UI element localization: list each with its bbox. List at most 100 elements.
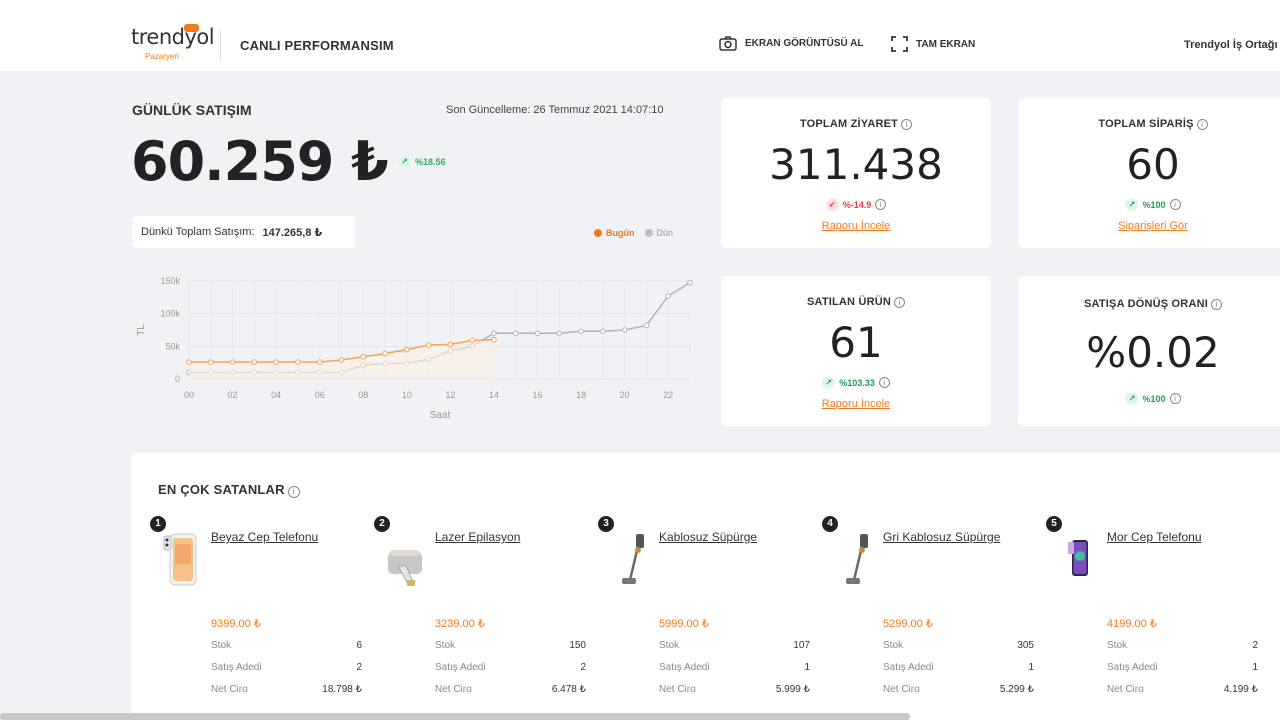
white-phone-image[interactable] <box>156 530 210 590</box>
product-price: 5299.00 ₺ <box>883 618 933 630</box>
x-tick-label: 02 <box>228 390 238 400</box>
yesterday-total-label: Dünkü Toplam Satışım: <box>141 226 255 238</box>
rank-badge: 2 <box>374 516 390 532</box>
card-title-text: SATILAN ÜRÜN <box>806 296 892 308</box>
data-point <box>491 330 497 337</box>
x-tick-label: 00 <box>184 390 194 400</box>
info-icon[interactable]: i <box>1169 199 1181 210</box>
stock-label: Stok <box>1107 640 1128 651</box>
best-seller-item[interactable]: 3 Kablosuz Süpürge 5999.00 ₺ Stok 107 Sat… <box>598 516 813 696</box>
product-price: 5999.00 ₺ <box>659 618 709 630</box>
best-seller-item[interactable]: 5 Mor Cep Telefonu 4199.00 ₺ Stok 2 Satış… <box>1046 516 1261 696</box>
data-point <box>687 279 693 286</box>
horizontal-scrollbar[interactable] <box>0 713 910 720</box>
data-point <box>556 330 563 337</box>
info-icon[interactable]: i <box>1211 299 1222 310</box>
rank-badge: 5 <box>1046 516 1062 532</box>
info-icon[interactable]: i <box>875 199 887 210</box>
stock-value: 305 <box>1017 640 1034 651</box>
best-seller-item[interactable]: 2 Lazer Epilasyon 3239.00 ₺ Stok 150 Satı… <box>374 516 589 696</box>
daily-sales-change-value: %18.56 <box>415 156 446 167</box>
legend-today-dot <box>594 229 602 237</box>
card-change: ↗ %100 i <box>1018 198 1280 211</box>
legend-yesterday[interactable]: Dün <box>644 228 673 238</box>
y-tick-label: 150k <box>160 276 180 286</box>
screenshot-button[interactable]: EKRAN GÖRÜNTÜSÜ AL <box>719 36 864 51</box>
laser-epilator-image[interactable] <box>380 530 434 590</box>
best-seller-item[interactable]: 4 Gri Kablosuz Süpürge 5299.00 ₺ Stok 305… <box>822 516 1037 696</box>
data-point <box>273 359 279 365</box>
trendyol-logo[interactable]: trendyol Pazaryeri <box>131 24 215 61</box>
x-tick-label: 10 <box>402 390 412 400</box>
stock-row: Stok 305 <box>883 640 1034 651</box>
data-point <box>338 357 345 363</box>
best-sellers-title: EN ÇOK SATANLAR i <box>158 482 300 498</box>
stock-row: Stok 150 <box>435 640 586 651</box>
daily-sales-title: GÜNLÜK SATIŞIM <box>132 102 252 118</box>
revenue-value: 6.478 ₺ <box>551 684 586 695</box>
card-change: ↙ %-14.9 i <box>721 198 991 211</box>
legend-yesterday-dot <box>644 229 653 237</box>
revenue-value: 5.299 ₺ <box>999 684 1034 695</box>
data-point <box>382 350 388 357</box>
info-icon[interactable]: i <box>878 377 890 388</box>
logo-badge <box>184 24 199 32</box>
sales-value: 1 <box>804 662 810 673</box>
x-tick-label: 06 <box>315 390 325 400</box>
grey-cordless-vacuum-image[interactable] <box>828 530 882 590</box>
card-products-sold: SATILAN ÜRÜN i 61 ↗ %103.33 i Raporu İnce… <box>721 276 991 426</box>
data-point <box>578 328 584 335</box>
stock-label: Stok <box>435 640 456 651</box>
card-total-orders: TOPLAM SİPARİŞ i 60 ↗ %100 i Siparişleri … <box>1018 98 1280 248</box>
info-icon[interactable]: i <box>1169 393 1181 404</box>
user-menu[interactable]: Trendyol İş Ortağı <box>1184 39 1278 51</box>
trend-up-icon: ↗ <box>1125 198 1139 211</box>
sales-value: 2 <box>356 662 362 673</box>
card-value: %0.02 <box>1086 328 1220 377</box>
info-icon[interactable]: i <box>901 119 913 130</box>
product-name-link[interactable]: Lazer Epilasyon <box>435 530 521 544</box>
data-point <box>251 359 258 365</box>
view-report-link[interactable]: Raporu İncele <box>821 220 891 232</box>
chart-x-ticks: 00 02 04 06 08 10 12 14 16 18 20 22 <box>184 390 673 400</box>
x-tick-label: 22 <box>663 390 673 400</box>
card-value: 61 <box>829 318 883 367</box>
legend-today[interactable]: Bugün <box>594 228 635 238</box>
revenue-value: 5.999 ₺ <box>775 684 810 695</box>
sales-label: Satış Adedi <box>659 662 710 673</box>
view-report-link[interactable]: Raporu İncele <box>821 398 891 410</box>
stock-row: Stok 107 <box>659 640 810 651</box>
product-name-link[interactable]: Beyaz Cep Telefonu <box>211 530 319 544</box>
revenue-label: Net Ciro <box>435 684 472 695</box>
daily-sales-chart[interactable]: 0 50k 100k 150k 00 02 04 06 08 10 12 14 16 18 20 22 TL… <box>132 268 702 428</box>
card-title: SATILAN ÜRÜN i <box>721 296 991 308</box>
best-seller-item[interactable]: 1 Beyaz Cep Telefonu 9399.00 ₺ Stok 6 Sat… <box>150 516 365 696</box>
revenue-label: Net Ciro <box>883 684 920 695</box>
cordless-vacuum-image[interactable] <box>604 530 658 590</box>
revenue-row: Net Ciro 4.199 ₺ <box>1107 684 1258 695</box>
info-icon[interactable]: i <box>894 297 906 308</box>
x-tick-label: 14 <box>489 390 499 400</box>
data-point <box>534 330 541 337</box>
x-tick-label: 20 <box>620 390 630 400</box>
card-change-value: %100 <box>1142 199 1166 210</box>
info-icon[interactable]: i <box>1196 119 1208 130</box>
product-name-link[interactable]: Kablosuz Süpürge <box>659 530 758 544</box>
fullscreen-icon <box>891 36 908 52</box>
card-change-value: %-14.9 <box>842 199 872 210</box>
data-point <box>360 353 367 360</box>
data-point <box>425 342 432 348</box>
purple-phone-image[interactable] <box>1052 530 1106 590</box>
info-icon[interactable]: i <box>287 486 300 498</box>
view-orders-link[interactable]: Siparişleri Gör <box>1118 220 1188 232</box>
fullscreen-button[interactable]: TAM EKRAN <box>891 36 975 52</box>
product-name-link[interactable]: Gri Kablosuz Süpürge <box>883 530 1001 544</box>
x-tick-label: 08 <box>358 390 368 400</box>
card-title: SATIŞA DÖNÜŞ ORANI i <box>1018 298 1280 310</box>
chart-legend: Bugün Dün <box>594 228 673 238</box>
legend-today-label: Bugün <box>606 228 635 238</box>
top-bar: trendyol Pazaryeri CANLI PERFORMANSIM EK… <box>0 0 1280 71</box>
page-title: CANLI PERFORMANSIM <box>240 38 394 53</box>
product-name-link[interactable]: Mor Cep Telefonu <box>1107 530 1202 544</box>
data-point <box>295 359 301 365</box>
